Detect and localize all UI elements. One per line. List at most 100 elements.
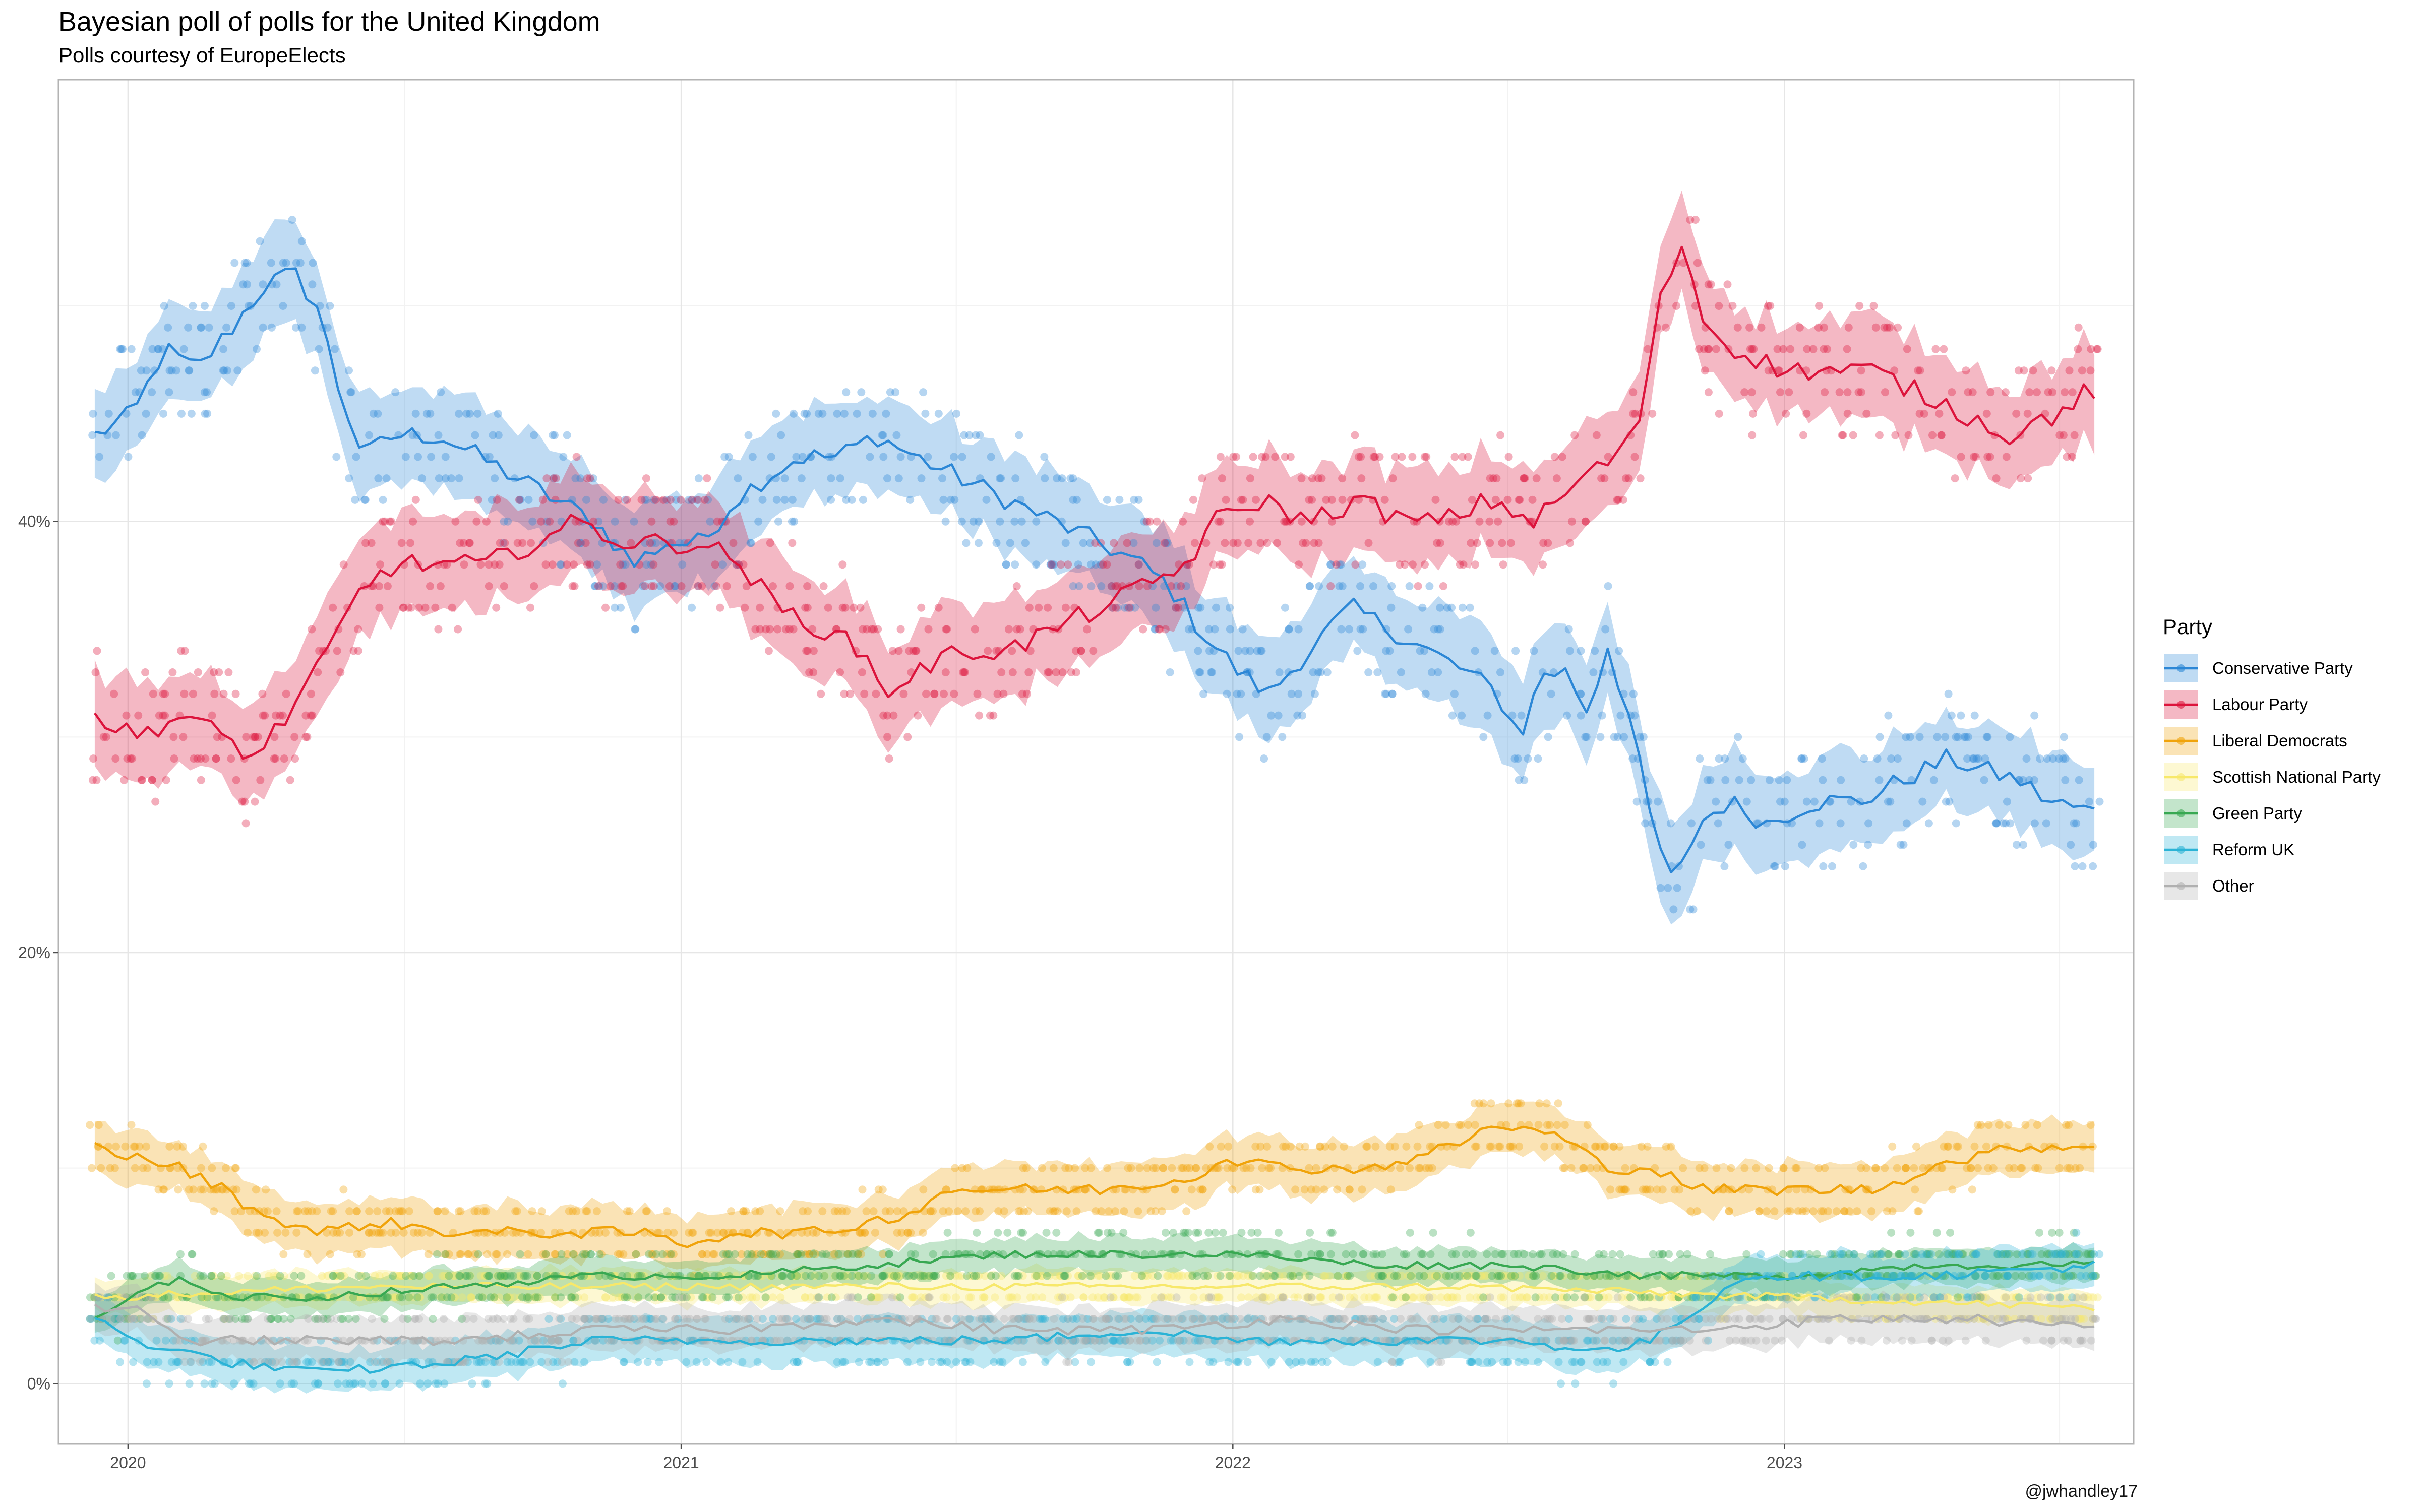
poll-point-liberal-democrats bbox=[1973, 1121, 1982, 1129]
poll-point-green-party bbox=[1872, 1250, 1881, 1258]
poll-point-green-party bbox=[1119, 1228, 1128, 1237]
poll-point-liberal-democrats bbox=[1853, 1207, 1861, 1216]
poll-point-scottish-national-party bbox=[1288, 1272, 1297, 1280]
poll-point-labour-party bbox=[1459, 560, 1468, 569]
poll-point-liberal-democrats bbox=[1263, 1142, 1272, 1151]
poll-point-other bbox=[522, 1315, 531, 1323]
poll-point-other bbox=[652, 1315, 661, 1323]
poll-point-labour-party bbox=[270, 733, 279, 741]
poll-point-labour-party bbox=[1089, 647, 1098, 655]
poll-point-green-party bbox=[1200, 1272, 1208, 1280]
poll-point-conservative-party bbox=[882, 409, 890, 418]
poll-point-green-party bbox=[1359, 1250, 1368, 1258]
poll-point-conservative-party bbox=[1235, 733, 1244, 741]
poll-point-liberal-democrats bbox=[281, 1228, 290, 1237]
poll-point-scottish-national-party bbox=[1380, 1272, 1388, 1280]
poll-point-conservative-party bbox=[426, 409, 435, 418]
poll-point-liberal-democrats bbox=[1406, 1164, 1414, 1172]
poll-point-green-party bbox=[1994, 1250, 2002, 1258]
poll-point-labour-party bbox=[993, 689, 1002, 698]
poll-point-green-party bbox=[398, 1293, 406, 1302]
poll-point-green-party bbox=[151, 1272, 159, 1280]
poll-point-liberal-democrats bbox=[1256, 1142, 1265, 1151]
poll-point-conservative-party bbox=[239, 280, 248, 289]
poll-point-scottish-national-party bbox=[1497, 1293, 1505, 1302]
poll-point-labour-party bbox=[1773, 345, 1782, 353]
poll-point-scottish-national-party bbox=[202, 1293, 211, 1302]
poll-point-liberal-democrats bbox=[329, 1228, 337, 1237]
poll-point-scottish-national-party bbox=[801, 1293, 809, 1302]
poll-point-reform-uk bbox=[1105, 1315, 1113, 1323]
poll-point-conservative-party bbox=[1058, 474, 1066, 483]
poll-point-scottish-national-party bbox=[384, 1293, 393, 1302]
poll-point-liberal-democrats bbox=[352, 1207, 361, 1216]
poll-point-conservative-party bbox=[1837, 776, 1845, 784]
poll-point-conservative-party bbox=[2019, 841, 2027, 849]
poll-point-conservative-party bbox=[1108, 582, 1116, 590]
poll-point-conservative-party bbox=[767, 453, 775, 461]
poll-point-other bbox=[244, 1315, 252, 1323]
poll-point-scottish-national-party bbox=[618, 1293, 627, 1302]
poll-point-liberal-democrats bbox=[749, 1250, 757, 1258]
poll-point-conservative-party bbox=[500, 517, 508, 526]
poll-point-labour-party bbox=[2001, 388, 2010, 397]
poll-point-labour-party bbox=[379, 517, 387, 526]
poll-point-reform-uk bbox=[558, 1379, 567, 1388]
poll-point-conservative-party bbox=[1962, 733, 1970, 741]
poll-point-reform-uk bbox=[1503, 1315, 1511, 1323]
poll-point-conservative-party bbox=[1721, 754, 1729, 763]
poll-point-conservative-party bbox=[1589, 668, 1598, 676]
poll-point-other bbox=[814, 1293, 822, 1302]
poll-point-labour-party bbox=[1875, 431, 1884, 439]
poll-point-reform-uk bbox=[1597, 1315, 1606, 1323]
poll-point-conservative-party bbox=[866, 453, 874, 461]
poll-point-scottish-national-party bbox=[1301, 1272, 1309, 1280]
poll-point-liberal-democrats bbox=[862, 1207, 871, 1216]
poll-point-other bbox=[568, 1315, 576, 1323]
poll-point-reform-uk bbox=[1483, 1358, 1491, 1366]
poll-point-conservative-party bbox=[1223, 689, 1231, 698]
poll-point-labour-party bbox=[841, 603, 850, 612]
poll-point-conservative-party bbox=[710, 582, 719, 590]
poll-point-conservative-party bbox=[879, 453, 888, 461]
poll-point-scottish-national-party bbox=[966, 1272, 975, 1280]
poll-point-scottish-national-party bbox=[2077, 1315, 2085, 1323]
poll-point-labour-party bbox=[1746, 345, 1754, 353]
poll-point-labour-party bbox=[1757, 323, 1766, 332]
poll-point-liberal-democrats bbox=[1609, 1142, 1618, 1151]
poll-point-reform-uk bbox=[205, 1358, 213, 1366]
poll-point-liberal-democrats bbox=[1386, 1185, 1395, 1194]
poll-point-reform-uk bbox=[1326, 1315, 1335, 1323]
poll-point-conservative-party bbox=[1234, 647, 1243, 655]
poll-point-liberal-democrats bbox=[456, 1250, 464, 1258]
poll-point-labour-party bbox=[1401, 560, 1409, 569]
poll-point-green-party bbox=[1248, 1272, 1257, 1280]
poll-point-scottish-national-party bbox=[2074, 1293, 2082, 1302]
poll-point-reform-uk bbox=[1862, 1293, 1870, 1302]
poll-point-conservative-party bbox=[2019, 776, 2027, 784]
poll-point-liberal-democrats bbox=[705, 1228, 713, 1237]
poll-point-conservative-party bbox=[1715, 754, 1723, 763]
poll-point-reform-uk bbox=[998, 1358, 1007, 1366]
poll-point-reform-uk bbox=[1663, 1358, 1672, 1366]
poll-point-liberal-democrats bbox=[308, 1207, 316, 1216]
poll-point-green-party bbox=[962, 1272, 971, 1280]
poll-point-scottish-national-party bbox=[1421, 1272, 1429, 1280]
poll-point-liberal-democrats bbox=[1494, 1142, 1503, 1151]
poll-point-reform-uk bbox=[2077, 1272, 2085, 1280]
poll-point-green-party bbox=[1188, 1272, 1197, 1280]
poll-point-liberal-democrats bbox=[1857, 1164, 1865, 1172]
poll-point-scottish-national-party bbox=[1600, 1293, 1608, 1302]
poll-point-reform-uk bbox=[335, 1358, 343, 1366]
poll-point-liberal-democrats bbox=[855, 1228, 864, 1237]
poll-point-conservative-party bbox=[1241, 647, 1250, 655]
poll-point-reform-uk bbox=[1018, 1358, 1027, 1366]
poll-point-green-party bbox=[155, 1272, 163, 1280]
poll-point-scottish-national-party bbox=[1604, 1293, 1613, 1302]
poll-point-scottish-national-party bbox=[333, 1272, 342, 1280]
poll-point-reform-uk bbox=[1757, 1250, 1765, 1258]
poll-point-other bbox=[943, 1315, 952, 1323]
poll-point-conservative-party bbox=[1849, 841, 1858, 849]
poll-point-labour-party bbox=[583, 474, 591, 483]
poll-point-scottish-national-party bbox=[1341, 1272, 1350, 1280]
